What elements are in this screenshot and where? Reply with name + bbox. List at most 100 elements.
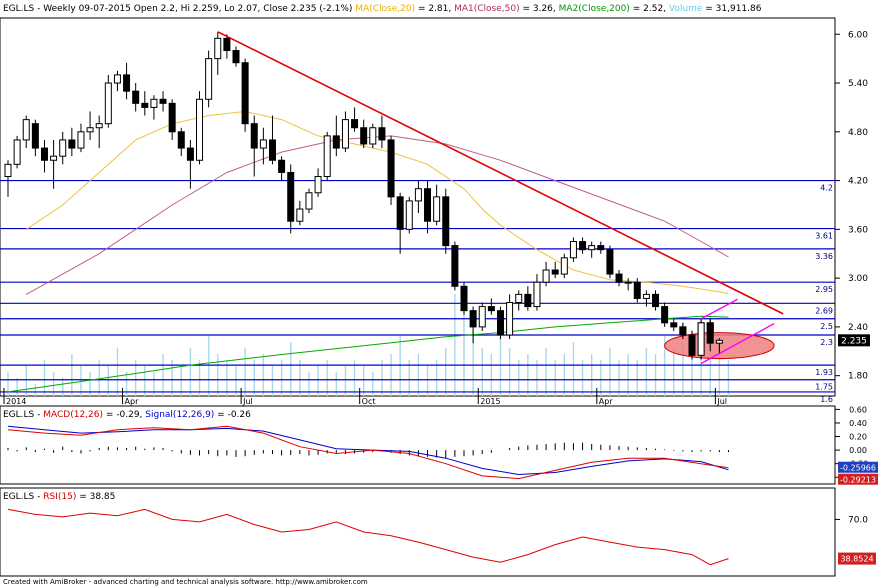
candle (50, 139, 58, 189)
horizontal-levels: 4.2 3.61 3.36 2.95 2.69 2.5 2.3 1.93 1.75 1.6 (0, 179, 835, 404)
candle (223, 34, 231, 59)
candle (141, 91, 149, 116)
channel-line (700, 323, 775, 365)
candle-body (223, 37, 231, 52)
candle-body (132, 90, 140, 104)
time-axis: 2014 Apr Jul Oct 2015 Apr Jul (3, 388, 727, 406)
candle-body (22, 119, 30, 141)
candle-body (196, 98, 204, 161)
price-header: EGL.LS - Weekly 09-07-2015 Open 2.2, Hi … (3, 4, 762, 14)
candle-body (186, 147, 194, 161)
header-part: RSI(15) (43, 492, 76, 502)
price-tick-label: 4.20 (848, 177, 868, 187)
candle (551, 261, 559, 279)
candle (287, 164, 295, 234)
candle (524, 286, 532, 311)
candle-body (478, 306, 486, 328)
candle-body (524, 293, 532, 308)
candle-body (296, 208, 304, 222)
last-price-box (838, 334, 870, 347)
candle-body (579, 241, 587, 251)
ma-line (25, 135, 729, 295)
macd-tick-label: 0.60 (849, 405, 867, 414)
candle-body (31, 123, 39, 149)
resistance-trendline (217, 31, 784, 315)
header-part: = 31,911.86 (702, 4, 761, 14)
candle-body (168, 102, 176, 133)
last-price-label: 2.235 (841, 336, 867, 346)
price-tick-label: 3.00 (848, 274, 868, 284)
signal-value-box (838, 473, 878, 485)
candle-body (624, 281, 632, 284)
macd-value-label: -0.25966 (840, 464, 876, 473)
candle-body (360, 127, 368, 145)
level-label: 2.69 (815, 306, 833, 315)
candle-body (232, 50, 240, 64)
candle-body (68, 139, 76, 149)
header-part: MA(Close,20) (355, 4, 415, 14)
candle-body (569, 241, 577, 259)
macd-value-box (838, 461, 878, 473)
candle (378, 115, 386, 149)
candle (369, 123, 377, 149)
candle (323, 131, 331, 181)
candle-body (241, 62, 249, 125)
candle-body (77, 131, 85, 149)
price-tick-label: 2.40 (848, 323, 868, 333)
candle (469, 306, 477, 344)
candle-body (451, 245, 459, 287)
candle (68, 127, 76, 157)
candle (278, 156, 286, 181)
volume-bars (7, 294, 730, 396)
candle (177, 127, 185, 157)
candle-body (305, 192, 313, 210)
candle (214, 31, 222, 75)
time-label: Jul (716, 397, 727, 406)
candle (314, 168, 322, 197)
candle-body (551, 269, 559, 275)
candle-body (560, 257, 568, 275)
candle (22, 115, 30, 149)
price-tick-label: 6.00 (848, 30, 868, 40)
candle (597, 241, 605, 254)
candle-body (460, 285, 468, 312)
candle (496, 306, 504, 340)
candle (95, 115, 103, 149)
candle (268, 115, 276, 165)
level-label: 1.93 (815, 368, 833, 377)
macd-tick-label: 0.00 (849, 446, 867, 455)
candle (132, 83, 140, 112)
candle (387, 135, 395, 205)
candle (296, 200, 304, 226)
candle (196, 91, 204, 165)
level-label: 4.2 (820, 184, 833, 193)
candle (606, 245, 614, 279)
candle-body (351, 119, 359, 129)
candle-body (424, 188, 432, 222)
candle-body (214, 37, 222, 60)
signal-value-label: -0.29213 (840, 476, 876, 485)
candle-body (606, 249, 614, 275)
candle (414, 180, 422, 214)
candle-body (487, 306, 495, 312)
candle-body (287, 171, 295, 222)
candle (442, 188, 450, 254)
price-panel (0, 17, 836, 397)
candle-body (414, 188, 422, 202)
candle-body (4, 163, 12, 178)
level-label: 2.95 (815, 285, 833, 294)
candle-body (588, 245, 596, 251)
candle-body (661, 306, 669, 324)
candle (31, 119, 39, 157)
candle-body (278, 159, 286, 173)
header-part: = 2.52, (630, 4, 669, 14)
candle-body (433, 196, 441, 222)
header-part: MACD(12,26) (43, 410, 103, 420)
candle (569, 237, 577, 262)
candle (168, 99, 176, 140)
candle (259, 127, 267, 165)
header-part: MA1(Close,50) (454, 4, 520, 14)
time-label: 2015 (480, 397, 500, 406)
drawings (217, 31, 784, 365)
candle-body (332, 135, 340, 149)
